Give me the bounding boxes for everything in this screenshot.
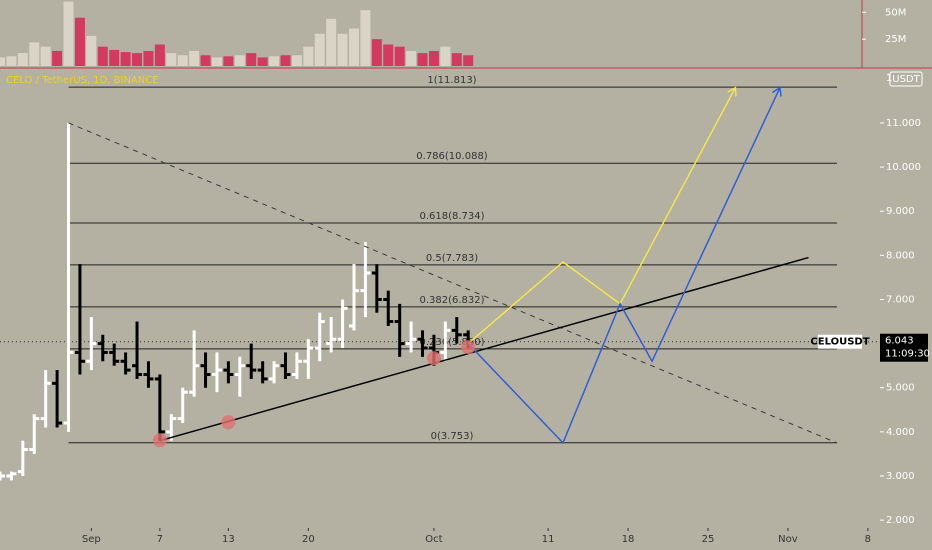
trendline — [68, 122, 838, 444]
chart-title: CELO / TetherUS, 1D, BINANCE — [6, 75, 159, 86]
volume-bar — [417, 53, 428, 66]
volume-bar — [349, 28, 359, 66]
volume-bar — [383, 44, 394, 66]
fib-label: 0.786(10.088) — [416, 151, 488, 162]
x-tick-label: 20 — [302, 534, 315, 545]
volume-bar — [463, 55, 474, 66]
fib-label: 0.382(6.832) — [419, 295, 484, 306]
volume-bar — [303, 46, 314, 66]
volume-bar — [177, 55, 188, 66]
volume-bar — [154, 44, 165, 66]
volume-bar — [0, 57, 5, 66]
volume-bar — [223, 56, 234, 66]
x-tick-label: 25 — [702, 534, 715, 545]
last-price-label: 6.043 — [885, 336, 914, 347]
fib-label: 1(11.813) — [427, 75, 476, 86]
y-tick-label: 8.000 — [886, 250, 915, 261]
trendline — [159, 256, 809, 442]
volume-bar — [132, 53, 143, 66]
x-tick-label: 11 — [542, 534, 555, 545]
y-tick-label: 4.000 — [886, 427, 915, 438]
volume-bar — [234, 55, 245, 66]
pivot-marker — [461, 340, 476, 355]
volume-bar — [371, 39, 382, 66]
last-price-box — [880, 333, 928, 362]
volume-bar — [189, 50, 200, 66]
pivot-marker — [426, 351, 441, 366]
y-tick-label: 11.000 — [886, 118, 921, 129]
y-tick-label: 10.000 — [886, 162, 921, 173]
volume-bar — [166, 53, 177, 66]
volume-bar — [406, 50, 417, 66]
currency-box — [889, 71, 923, 87]
volume-bar — [394, 46, 405, 66]
x-tick-label: Oct — [425, 534, 442, 545]
volume-bar — [86, 35, 97, 66]
x-tick-label: Nov — [778, 534, 798, 545]
volume-bar — [451, 53, 462, 66]
volume-bar — [143, 50, 154, 66]
volume-bar — [326, 18, 337, 66]
pivot-marker — [221, 415, 236, 430]
volume-bar — [428, 50, 439, 66]
volume-bar — [29, 42, 40, 66]
y-tick-label: 7.000 — [886, 294, 915, 305]
x-tick-label: 13 — [222, 534, 235, 545]
y-tick-label: 5.000 — [886, 383, 915, 394]
volume-bar — [291, 55, 302, 66]
volume-bar — [120, 52, 131, 66]
volume-bar — [269, 56, 280, 66]
volume-bar — [211, 57, 222, 66]
fib-label: 0.5(7.783) — [426, 253, 478, 264]
volume-tick-label: 50M — [885, 7, 906, 18]
x-tick-label: 7 — [157, 534, 163, 545]
volume-bar — [246, 53, 257, 66]
volume-bar — [52, 50, 63, 66]
symbol-tag-box — [818, 334, 862, 349]
price-axis-fragment: 1 — [886, 73, 892, 84]
volume-bar — [360, 10, 371, 66]
volume-bar — [17, 53, 28, 66]
symbol-tag: CELOUSDT — [810, 337, 869, 348]
projection-path — [467, 88, 735, 345]
x-tick-label: Sep — [82, 534, 101, 545]
volume-bar — [109, 49, 120, 66]
y-tick-label: 3.000 — [886, 471, 915, 482]
volume-bar — [63, 1, 74, 66]
countdown: 11:09:30 — [885, 349, 930, 360]
volume-bar — [337, 33, 348, 66]
y-tick-label: 2.000 — [886, 515, 915, 526]
projection-path — [467, 88, 780, 445]
volume-bar — [97, 46, 108, 66]
volume-bar — [74, 17, 85, 66]
volume-bar — [280, 55, 291, 66]
currency-tag: USDT — [892, 74, 920, 85]
volume-bar — [200, 55, 211, 66]
y-tick-label: 9.000 — [886, 206, 915, 217]
volume-tick-label: 25M — [885, 34, 906, 45]
volume-bar — [257, 57, 268, 66]
volume-bar — [440, 46, 451, 66]
volume-bar — [40, 46, 51, 66]
fib-label: 0(3.753) — [431, 431, 474, 442]
volume-bar — [314, 33, 325, 66]
volume-bar — [6, 56, 17, 66]
x-tick-label: 18 — [622, 534, 635, 545]
fib-label: 0.236(5.880) — [419, 337, 484, 348]
fib-label: 0.618(8.734) — [419, 211, 484, 222]
x-tick-label: 8 — [865, 534, 871, 545]
pivot-marker — [152, 433, 167, 448]
